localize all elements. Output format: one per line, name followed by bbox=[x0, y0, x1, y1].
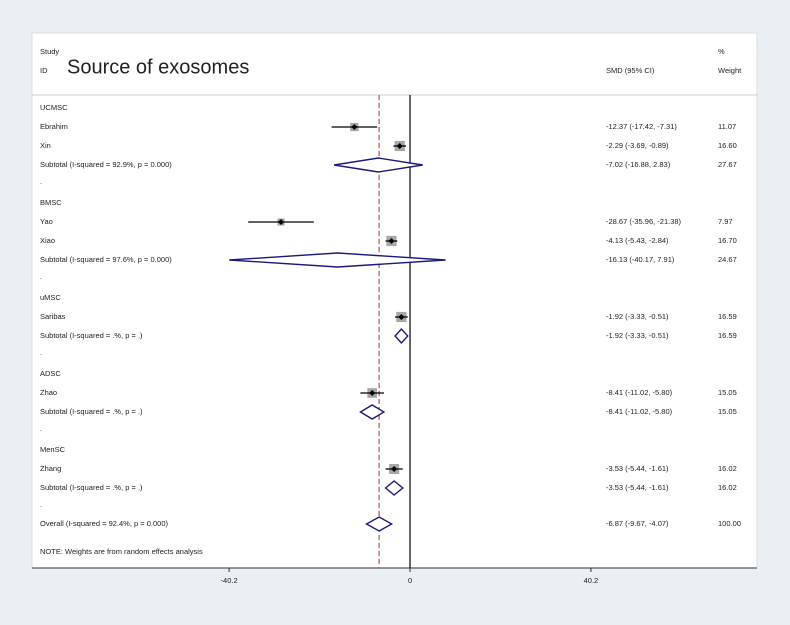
point-estimate bbox=[391, 466, 398, 472]
row-label: Subtotal (I-squared = 97.6%, p = 0.000) bbox=[40, 255, 172, 264]
row-label: Subtotal (I-squared = .%, p = .) bbox=[40, 483, 143, 492]
weight-label: 16.59 bbox=[718, 312, 737, 321]
weight-label: 27.67 bbox=[718, 160, 737, 169]
ci-label: -2.29 (-3.69, -0.89) bbox=[606, 141, 669, 150]
weight-label: 16.02 bbox=[718, 483, 737, 492]
weight-label: 16.60 bbox=[718, 141, 737, 150]
group-label: BMSC bbox=[40, 198, 62, 207]
row-label: Xin bbox=[40, 141, 51, 150]
separator: . bbox=[40, 500, 42, 509]
separator: . bbox=[40, 272, 42, 281]
group-label: MenSC bbox=[40, 445, 66, 454]
subtotal-diamond bbox=[333, 157, 423, 173]
row-label: Ebrahim bbox=[40, 122, 68, 131]
point-estimate bbox=[388, 238, 395, 244]
group-label: uMSC bbox=[40, 293, 61, 302]
row-label: Yao bbox=[40, 217, 53, 226]
ci-label: -12.37 (-17.42, -7.31) bbox=[606, 122, 677, 131]
ci-label: -3.53 (-5.44, -1.61) bbox=[606, 464, 669, 473]
row-label: Subtotal (I-squared = .%, p = .) bbox=[40, 331, 143, 340]
weight-label: 11.07 bbox=[718, 122, 736, 131]
point-estimate bbox=[369, 390, 376, 396]
plot-panel bbox=[31, 32, 758, 569]
point-estimate bbox=[398, 314, 405, 320]
note: NOTE: Weights are from random effects an… bbox=[40, 547, 203, 556]
point-estimate bbox=[396, 143, 403, 149]
point-estimate bbox=[278, 219, 285, 225]
ci-label: -6.87 (-9.67, -4.07) bbox=[606, 519, 669, 528]
ci-label: -7.02 (-16.88, 2.83) bbox=[606, 160, 671, 169]
row-label: Subtotal (I-squared = .%, p = .) bbox=[40, 407, 143, 416]
x-tick-label: -40.2 bbox=[221, 576, 238, 585]
weight-label: 16.59 bbox=[718, 331, 737, 340]
overall-diamond bbox=[365, 516, 394, 532]
ci-label: -8.41 (-11.02, -5.80) bbox=[606, 388, 673, 397]
row-label: Overall (I-squared = 92.4%, p = 0.000) bbox=[40, 519, 168, 528]
weight-label: 24.67 bbox=[718, 255, 737, 264]
x-tick-label: 40.2 bbox=[584, 576, 599, 585]
point-estimate bbox=[351, 124, 358, 130]
chart-title: Source of exosomes bbox=[67, 56, 249, 78]
weight-label: 16.70 bbox=[718, 236, 737, 245]
subtotal-diamond bbox=[394, 327, 409, 345]
ci-label: -1.92 (-3.33, -0.51) bbox=[606, 312, 669, 321]
weight-label: 16.02 bbox=[718, 464, 737, 473]
id-header: ID bbox=[40, 66, 48, 75]
ci-label: -3.53 (-5.44, -1.61) bbox=[606, 483, 669, 492]
weight-label: 15.05 bbox=[718, 388, 737, 397]
ci-label: -4.13 (-5.43, -2.84) bbox=[606, 236, 669, 245]
weight-label: 15.05 bbox=[718, 407, 737, 416]
separator: . bbox=[40, 424, 42, 433]
subtotal-diamond bbox=[229, 252, 446, 268]
separator: . bbox=[40, 348, 42, 357]
weight-label: 100.00 bbox=[718, 519, 741, 528]
ci-label: -1.92 (-3.33, -0.51) bbox=[606, 331, 669, 340]
ci-label: -16.13 (-40.17, 7.91) bbox=[606, 255, 675, 264]
subtotal-diamond bbox=[359, 404, 386, 420]
subtotal-diamond bbox=[384, 480, 404, 496]
x-tick-label: 0 bbox=[408, 576, 412, 585]
group-label: ADSC bbox=[40, 369, 61, 378]
study-header: Study bbox=[40, 47, 59, 56]
group-label: UCMSC bbox=[40, 103, 68, 112]
ci-label: -8.41 (-11.02, -5.80) bbox=[606, 407, 673, 416]
ci-label: -28.67 (-35.96, -21.38) bbox=[606, 217, 682, 226]
weight-header: Weight bbox=[718, 66, 742, 75]
row-label: Zhang bbox=[40, 464, 61, 473]
ci-header: SMD (95% CI) bbox=[606, 66, 655, 75]
weight-header-top: % bbox=[718, 47, 725, 56]
weight-label: 7.97 bbox=[718, 217, 733, 226]
row-label: Subtotal (I-squared = 92.9%, p = 0.000) bbox=[40, 160, 172, 169]
separator: . bbox=[40, 177, 42, 186]
row-label: Xiao bbox=[40, 236, 55, 245]
row-label: Saribas bbox=[40, 312, 66, 321]
row-label: Zhao bbox=[40, 388, 57, 397]
